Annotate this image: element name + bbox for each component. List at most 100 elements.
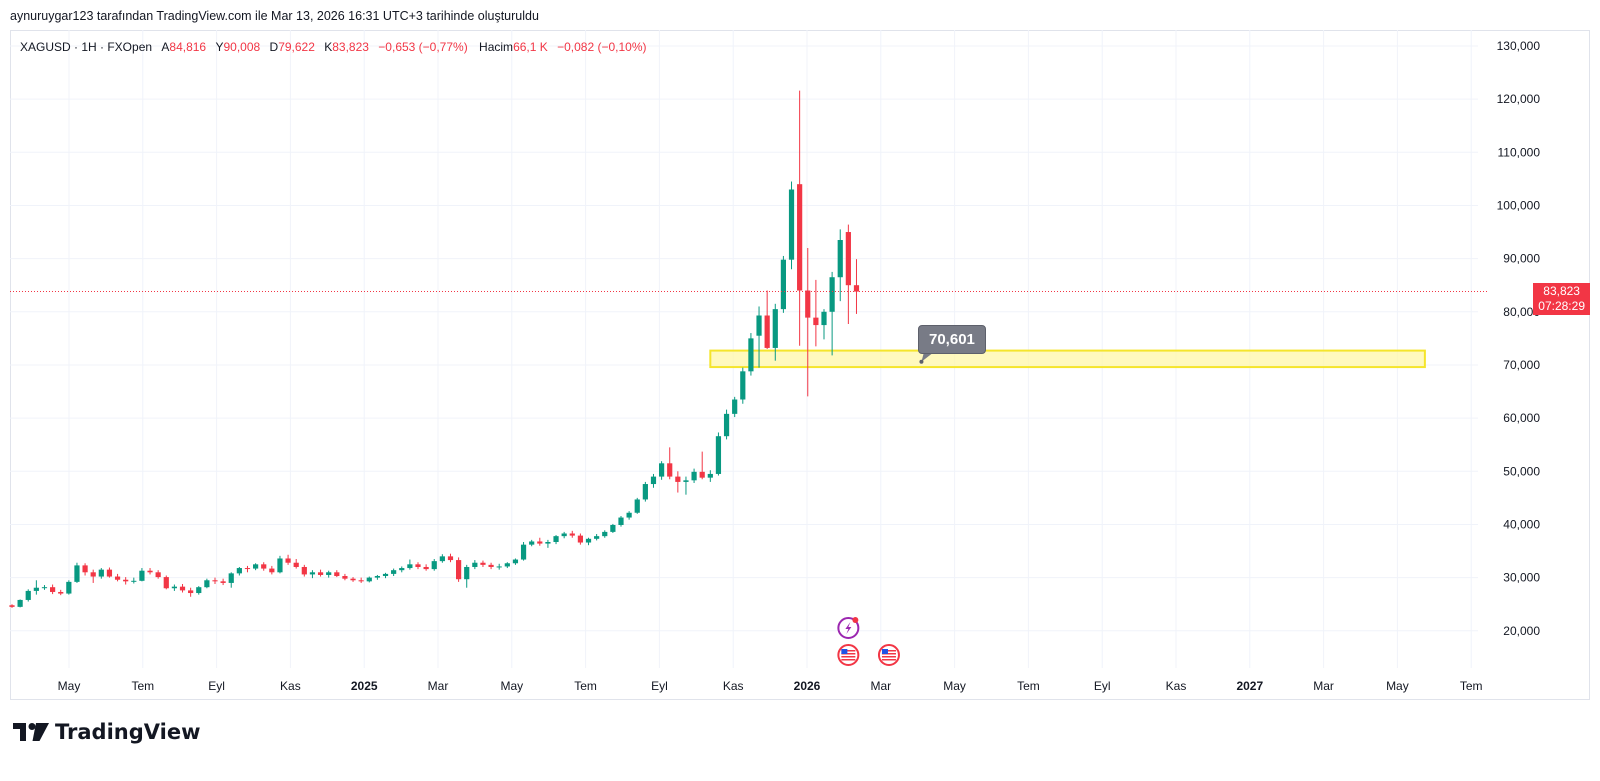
candle-body — [98, 569, 104, 577]
symbol-label[interactable]: XAGUSD · 1H · FXOpen — [20, 40, 153, 54]
callout-pointer — [921, 352, 934, 362]
candle-body — [82, 565, 88, 573]
candle-body — [626, 512, 632, 518]
time-tick-label: Mar — [428, 679, 449, 693]
candle-body — [821, 311, 827, 326]
price-annotation-callout[interactable]: 70,601 — [918, 325, 986, 354]
time-tick-label: Tem — [1017, 679, 1040, 693]
flag-stripe — [881, 653, 896, 655]
candle-body — [90, 572, 96, 577]
candle-body — [642, 484, 648, 500]
flag-canton — [881, 649, 888, 654]
time-tick-label: 2026 — [794, 679, 821, 693]
candle-body — [805, 290, 811, 318]
low-value: 79,622 — [278, 40, 315, 54]
tradingview-brand[interactable]: TradingView — [13, 720, 200, 744]
price-tick-label: 50,000 — [1503, 464, 1540, 478]
candle-body — [196, 587, 202, 594]
candle-body — [391, 570, 397, 574]
low-label: D — [269, 40, 279, 54]
candle-body — [496, 566, 502, 568]
candle-body — [188, 590, 194, 594]
candle-body — [179, 586, 186, 591]
candle-body — [342, 576, 348, 579]
candle-body — [675, 476, 681, 482]
candle-body — [253, 564, 259, 569]
last-price-line-layer — [10, 290, 1488, 364]
flag-stripe — [841, 659, 856, 661]
candle-body — [212, 580, 218, 582]
candlestick-series — [9, 90, 860, 608]
candle-body — [732, 399, 738, 414]
candle-body — [707, 473, 713, 478]
candle-body — [277, 558, 283, 573]
lightning-bolt-glyph — [845, 622, 852, 634]
volume-change-value: −0,082 (−0,10%) — [557, 40, 647, 54]
price-tick-label: 40,000 — [1503, 517, 1540, 531]
close-label: K — [324, 40, 333, 54]
last-price-tag: 83,823 07:28:29 — [1533, 283, 1590, 316]
candle-body — [269, 568, 275, 573]
candle-body — [285, 558, 291, 563]
candle-body — [399, 568, 405, 571]
candle-body — [488, 564, 494, 567]
price-tick-label: 20,000 — [1503, 624, 1540, 638]
candle-body — [58, 591, 64, 594]
candle-body — [317, 572, 324, 575]
candle-body — [634, 499, 640, 513]
candle-body — [74, 565, 80, 582]
time-tick-label: Tem — [574, 679, 597, 693]
time-tick-label: Mar — [870, 679, 891, 693]
time-tick-label: Tem — [131, 679, 154, 693]
candle-body — [374, 576, 380, 578]
candle-body — [204, 580, 210, 588]
candle-body — [382, 573, 389, 577]
candle-body — [50, 587, 56, 592]
candle-body — [845, 232, 851, 286]
candle-body — [610, 524, 616, 532]
candle-body — [66, 581, 72, 594]
candle-body — [106, 569, 113, 577]
symbol-legend: XAGUSD · 1H · FXOpen A84,816 Y90,008 D79… — [20, 40, 647, 54]
candle-body — [764, 315, 770, 348]
time-tick-label: Kas — [1166, 679, 1187, 693]
price-tick-label: 110,000 — [1498, 145, 1541, 159]
flag-stripe — [881, 650, 896, 652]
support-zone-layer — [709, 349, 1426, 369]
annotation-label: 70,601 — [929, 331, 975, 348]
candle-body — [537, 541, 543, 544]
time-tick-label: Eyl — [208, 679, 225, 693]
candle-body — [147, 570, 153, 573]
candle-body — [553, 536, 559, 542]
candle-body — [25, 590, 31, 600]
tradingview-logo-icon — [13, 723, 49, 741]
candle-body — [504, 563, 510, 567]
last-price-value: 83,823 — [1543, 284, 1580, 299]
candle-body — [797, 184, 803, 291]
candle-body — [41, 587, 48, 589]
close-value: 83,823 — [332, 40, 369, 54]
time-axis: May Tem Eyl Kas 2025 Mar May Tem Eyl Kas 2026 Mar Ma… — [58, 679, 1483, 693]
candle-body — [650, 476, 657, 485]
brand-name: TradingView — [55, 720, 201, 744]
candle-body — [407, 564, 413, 569]
candle-body — [472, 562, 478, 567]
chart-caption: aynuruygar123 tarafından TradingView.com… — [10, 9, 539, 23]
candle-body — [456, 560, 462, 580]
candle-body — [594, 536, 600, 539]
candle-body — [723, 413, 730, 437]
change-value: −0,653 (−0,77%) — [378, 40, 468, 54]
candle-body — [123, 579, 129, 582]
candle-body — [545, 541, 551, 544]
candle-body — [715, 436, 722, 474]
candle-body — [780, 259, 786, 310]
candle-body — [114, 576, 121, 580]
event-markers — [837, 617, 900, 666]
candle-body — [788, 189, 795, 260]
candle-body — [464, 566, 470, 580]
candle-body — [358, 580, 364, 582]
candle-body — [585, 538, 592, 543]
candle-body — [756, 315, 762, 336]
candle-body — [748, 338, 754, 372]
